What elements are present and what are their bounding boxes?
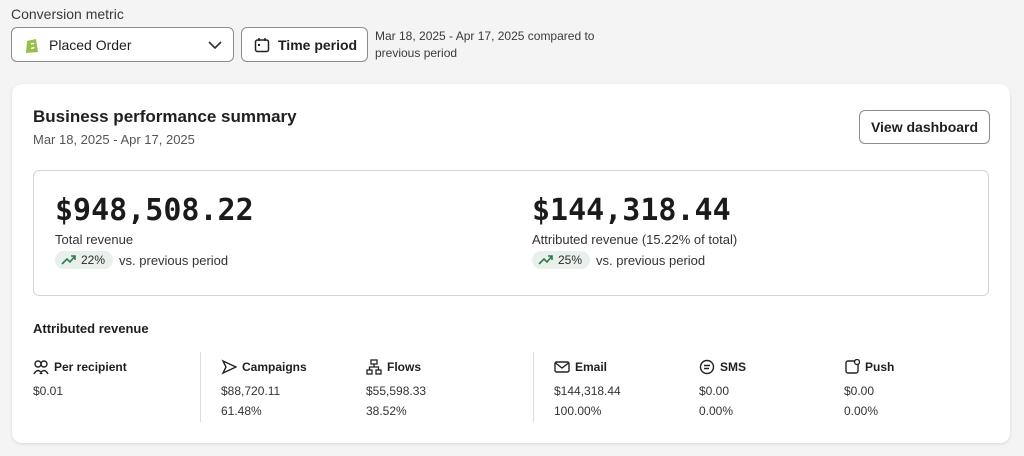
button-label: Time period [278,36,358,53]
section-title: Attributed revenue [33,321,149,336]
divider [200,352,201,422]
metric-value: $144,318.44 [554,384,621,398]
metric-share: 0.00% [844,404,879,418]
calendar-icon [254,37,270,52]
time-period-button[interactable]: Time period [241,27,368,62]
metric: Per recipient $0.01 [33,359,127,398]
comparison: vs. previous period [596,252,706,268]
change-value: 25% [558,253,583,267]
metric-header: SMS [699,359,746,375]
total-label: Total revenue [55,232,134,247]
metric-icon [33,360,49,375]
metric-label: Per recipient [54,360,127,374]
metric-share: 0.00% [699,404,734,418]
range-note: Mar 18, 2025 - Apr 17, 2025 compared to … [375,29,595,60]
metric-header: Flows [366,359,426,375]
metric: Campaigns $88,720.11 61.48% [221,359,307,418]
metric-label: Flows [387,360,422,374]
divider [533,352,534,422]
metric-icon [699,359,715,375]
summary-card: Business performance summary Mar 18, 202… [12,84,1010,443]
view-dashboard-button[interactable]: View dashboard [859,110,990,144]
change-pill: 22% [55,251,114,269]
filter-label: Conversion metric [11,6,124,22]
metric-share: 100.00% [554,404,602,418]
card-title: Business performance summary [33,107,297,126]
total-block: $144,318.44 Attributed revenue (15.22% o… [532,193,737,269]
metric: Email $144,318.44 100.00% [554,359,621,418]
metric-header: Push [844,359,894,375]
metric-value: $55,598.33 [366,384,427,398]
metric-icon [366,359,382,375]
metric-share: 38.52% [366,404,407,418]
metric-icon [554,361,570,373]
metric-icon [221,359,237,375]
trend-icon [538,255,553,265]
change-pill: 25% [532,251,591,269]
card-subtitle: Mar 18, 2025 - Apr 17, 2025 [33,132,195,147]
metric-label: Push [865,360,895,374]
metric: Push $0.00 0.00% [844,359,894,418]
total-value: $948,508.22 [55,193,254,228]
metric-header: Per recipient [33,359,127,375]
metric-label: Email [575,360,608,374]
chevron [208,40,222,49]
metric-icon [845,359,860,374]
total-block: $948,508.22 Total revenue 22% vs. previo… [55,193,254,269]
comparison: vs. previous period [119,252,229,268]
trend-icon [61,255,76,265]
metric-header: Campaigns [221,359,307,375]
metric-header: Email [554,359,621,375]
metric-dropdown[interactable]: Placed Order [11,27,234,62]
total-value: $144,318.44 [532,193,731,228]
metric-label: Campaigns [242,360,307,374]
metric-share: 61.48% [221,404,262,418]
metric-value: $0.00 [699,384,730,398]
metric-value: $88,720.11 [221,384,281,398]
metric: Flows $55,598.33 38.52% [366,359,426,418]
metric-label: SMS [720,360,747,374]
metric-value: $0.01 [33,384,64,398]
total-label: Attributed revenue (15.22% of total) [532,232,738,247]
shopify-icon [26,38,38,53]
metric: SMS $0.00 0.00% [699,359,746,418]
change-value: 22% [81,253,106,267]
totals-box: $948,508.22 Total revenue 22% vs. previo… [33,170,989,296]
metric-value: $0.00 [844,384,875,398]
metric-value: Placed Order [49,36,132,53]
